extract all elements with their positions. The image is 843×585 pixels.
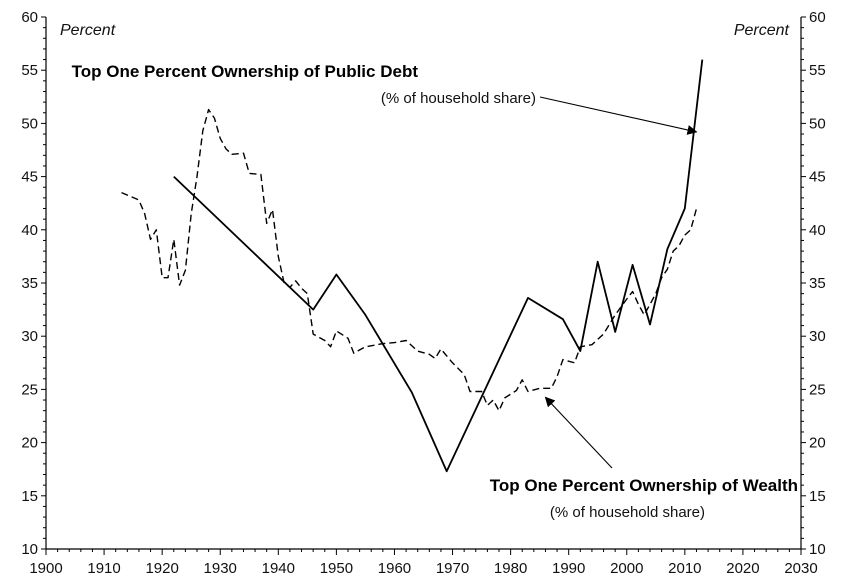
x-tick-label: 1900 (29, 560, 62, 577)
x-tick-label: 1910 (87, 560, 120, 577)
x-tick-label: 2030 (784, 560, 817, 577)
left-unit-label: Percent (60, 22, 116, 39)
x-tick-label: 2000 (610, 560, 643, 577)
series-line-wealth (121, 108, 698, 412)
x-tick-label: 1970 (436, 560, 469, 577)
y-tick-label-right: 35 (809, 275, 826, 292)
y-tick-label-right: 40 (809, 222, 826, 239)
y-tick-label-left: 60 (21, 9, 38, 26)
y-tick-label-right: 50 (809, 115, 826, 132)
tick-marks (41, 16, 806, 555)
y-tick-label-right: 10 (809, 541, 826, 558)
y-tick-label-right: 25 (809, 381, 826, 398)
annotation-wealth: Top One Percent Ownership of Wealth (% o… (490, 396, 798, 521)
x-tick-label: 1960 (378, 560, 411, 577)
annotation-wealth-subtitle: (% of household share) (550, 504, 705, 521)
annotation-public-debt-arrow (539, 96, 698, 135)
y-tick-label-left: 40 (21, 222, 38, 239)
annotation-public-debt-title: Top One Percent Ownership of Public Debt (72, 62, 419, 81)
x-tick-label: 1990 (552, 560, 585, 577)
x-tick-label: 1950 (320, 560, 353, 577)
x-tick-label: 1920 (145, 560, 178, 577)
x-tick-label: 1940 (262, 560, 295, 577)
x-tick-label: 1980 (494, 560, 527, 577)
annotation-wealth-title: Top One Percent Ownership of Wealth (490, 476, 798, 495)
y-tick-label-right: 55 (809, 62, 826, 79)
y-tick-label-right: 15 (809, 488, 826, 505)
annotation-public-debt: Top One Percent Ownership of Public Debt… (72, 62, 698, 135)
right-unit-label: Percent (734, 22, 790, 39)
y-tick-label-right: 30 (809, 328, 826, 345)
annotation-wealth-arrow (544, 396, 613, 469)
series-line-public-debt (173, 59, 704, 473)
y-tick-label-left: 20 (21, 435, 38, 452)
x-tick-label: 2020 (726, 560, 759, 577)
y-tick-label-left: 35 (21, 275, 38, 292)
y-tick-label-left: 55 (21, 62, 38, 79)
y-tick-label-left: 15 (21, 488, 38, 505)
y-tick-label-left: 25 (21, 381, 38, 398)
series-layer (121, 59, 704, 473)
x-tick-label: 1930 (204, 560, 237, 577)
annotation-public-debt-subtitle: (% of household share) (381, 90, 536, 107)
x-tick-label: 2010 (668, 560, 701, 577)
y-tick-label-left: 10 (21, 541, 38, 558)
y-tick-label-left: 45 (21, 169, 38, 186)
y-tick-label-left: 30 (21, 328, 38, 345)
y-tick-label-right: 20 (809, 435, 826, 452)
y-tick-label-left: 50 (21, 115, 38, 132)
y-tick-label-right: 60 (809, 9, 826, 26)
y-tick-label-right: 45 (809, 169, 826, 186)
